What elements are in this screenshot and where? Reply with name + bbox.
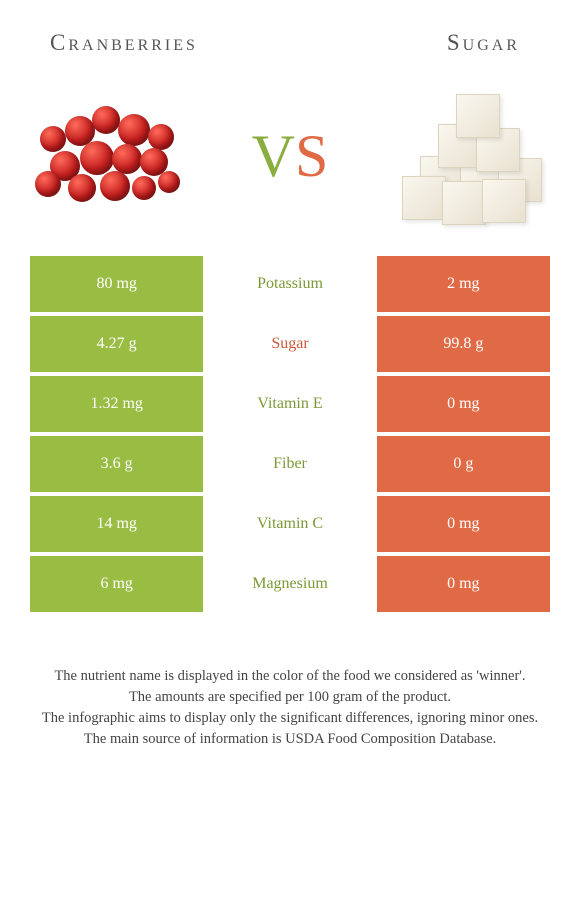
footer-line: The amounts are specified per 100 gram o…: [20, 687, 560, 708]
nutrient-label: Vitamin C: [203, 496, 376, 552]
nutrient-label: Sugar: [203, 316, 376, 372]
nutrient-label: Magnesium: [203, 556, 376, 612]
vs-v: V: [252, 123, 295, 189]
vs-label: VS: [252, 122, 329, 191]
cranberries-image: [30, 86, 190, 226]
right-value: 0 mg: [377, 556, 550, 612]
right-value: 99.8 g: [377, 316, 550, 372]
right-value: 2 mg: [377, 256, 550, 312]
table-row: 6 mgMagnesium0 mg: [30, 556, 550, 612]
left-value: 4.27 g: [30, 316, 203, 372]
footer-line: The infographic aims to display only the…: [20, 708, 560, 729]
vs-s: S: [295, 123, 328, 189]
images-row: VS: [0, 66, 580, 256]
sugar-image: [390, 86, 550, 226]
right-value: 0 mg: [377, 496, 550, 552]
nutrient-table: 80 mgPotassium2 mg4.27 gSugar99.8 g1.32 …: [0, 256, 580, 612]
table-row: 80 mgPotassium2 mg: [30, 256, 550, 312]
left-value: 3.6 g: [30, 436, 203, 492]
right-value: 0 g: [377, 436, 550, 492]
footer-line: The main source of information is USDA F…: [20, 729, 560, 750]
left-food-title: Cranberries: [50, 30, 198, 56]
table-row: 4.27 gSugar99.8 g: [30, 316, 550, 372]
nutrient-label: Fiber: [203, 436, 376, 492]
table-row: 14 mgVitamin C0 mg: [30, 496, 550, 552]
nutrient-label: Potassium: [203, 256, 376, 312]
right-food-title: Sugar: [447, 30, 520, 56]
left-value: 6 mg: [30, 556, 203, 612]
table-row: 1.32 mgVitamin E0 mg: [30, 376, 550, 432]
table-row: 3.6 gFiber0 g: [30, 436, 550, 492]
footer-notes: The nutrient name is displayed in the co…: [0, 616, 580, 750]
left-value: 14 mg: [30, 496, 203, 552]
header: Cranberries Sugar: [0, 0, 580, 66]
left-value: 80 mg: [30, 256, 203, 312]
footer-line: The nutrient name is displayed in the co…: [20, 666, 560, 687]
nutrient-label: Vitamin E: [203, 376, 376, 432]
right-value: 0 mg: [377, 376, 550, 432]
left-value: 1.32 mg: [30, 376, 203, 432]
